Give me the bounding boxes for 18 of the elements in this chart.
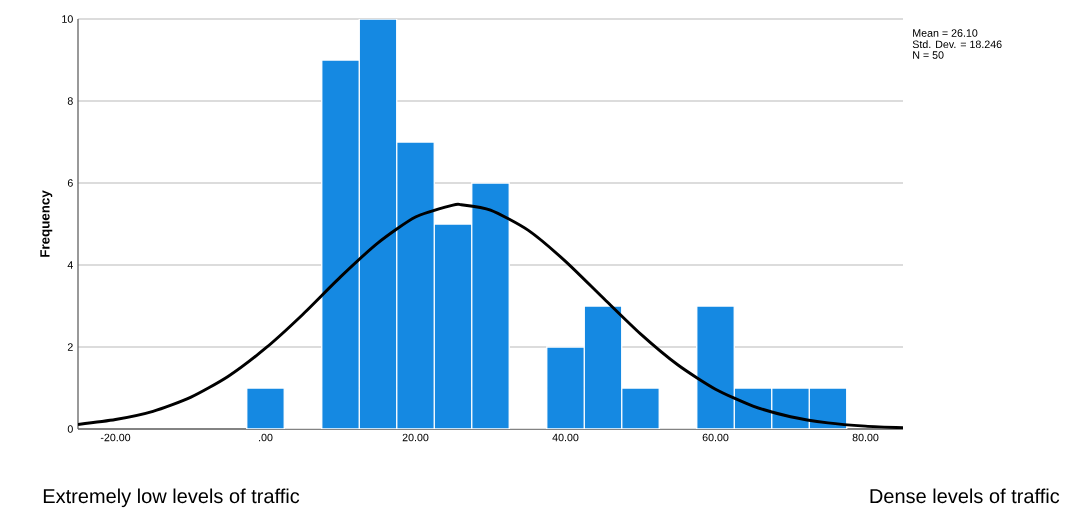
text: Mean = 26.10 [913,29,978,37]
x-tick-label: 20.00 [402,433,429,442]
x-tick-label: 80.00 [852,433,879,442]
text: Extremely low levels of traffic [43,488,300,508]
text: Std. Dev. = 18.246 [912,40,1002,49]
x-tick-label: -20.00 [100,433,131,442]
y-tick-label: 6 [67,179,73,187]
y-tick-label: 4 [67,261,73,269]
y-tick-label: 8 [67,97,73,105]
x-tick-label: .00 [259,433,273,442]
text: Dense levels of traffic [870,488,1060,504]
y-tick-label: 10 [62,15,73,23]
x-tick-label: 60.00 [702,433,729,442]
y-tick-label: 2 [67,343,73,351]
x-tick-label: 40.00 [552,433,579,442]
y-axis-title: Frequency [40,190,53,257]
text: N = 50 [913,51,944,59]
y-tick-label: 0 [67,425,73,433]
